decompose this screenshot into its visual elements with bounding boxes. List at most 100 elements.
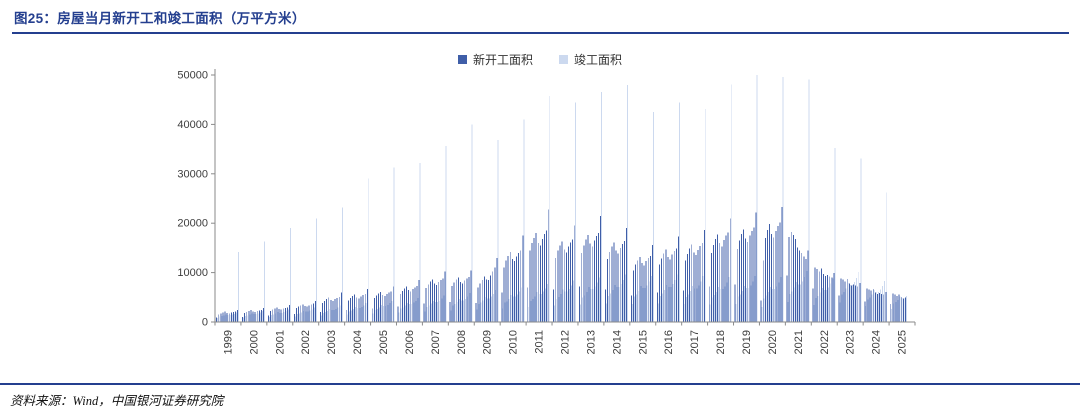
- bar-completion: [337, 307, 339, 322]
- bar-new-start: [371, 308, 373, 322]
- bar-new-start: [656, 292, 658, 322]
- bar-new-start: [825, 276, 827, 322]
- bar-completion: [795, 281, 797, 322]
- bar-completion: [424, 311, 426, 322]
- bar-completion: [685, 296, 687, 322]
- bar-new-start: [872, 288, 874, 322]
- bar-completion: [353, 309, 354, 322]
- bar-completion: [711, 297, 713, 322]
- bar-new-start: [818, 271, 820, 322]
- bar-completion: [821, 287, 823, 322]
- bar-new-start: [230, 312, 232, 322]
- bar-new-start: [366, 288, 368, 322]
- bar-new-start: [256, 311, 258, 322]
- bar-new-start: [734, 284, 736, 322]
- bar-completion: [882, 285, 884, 322]
- bar-completion: [325, 312, 326, 322]
- bar-new-start: [555, 257, 557, 322]
- bar-completion: [281, 313, 283, 322]
- bar-completion: [849, 284, 851, 322]
- bar-new-start: [879, 292, 880, 322]
- bar-completion: [620, 283, 622, 322]
- figure-title: 图25：房屋当月新开工和竣工面积（万平方米）: [14, 11, 306, 26]
- bar-completion: [327, 311, 329, 322]
- bar-completion: [443, 295, 445, 322]
- bar-completion: [299, 313, 301, 322]
- bar-completion: [856, 278, 858, 322]
- bar-completion: [767, 291, 769, 322]
- bar-completion: [713, 294, 715, 322]
- bar-new-start: [663, 253, 665, 322]
- bar-completion: [504, 302, 506, 322]
- bar-new-start: [347, 300, 349, 322]
- bar-completion: [601, 91, 603, 322]
- bar-new-start: [904, 297, 906, 322]
- bar-new-start: [667, 256, 669, 322]
- bar-completion: [554, 305, 556, 322]
- bar-new-start: [278, 309, 280, 322]
- bar-completion: [519, 291, 521, 322]
- y-tick-label: 40000: [177, 119, 208, 131]
- x-year-label: 2002: [300, 330, 312, 354]
- bar-new-start: [403, 288, 405, 322]
- bar-completion: [636, 294, 638, 322]
- bar-new-start: [641, 263, 643, 322]
- bar-new-start: [682, 290, 684, 322]
- bar-completion: [782, 76, 784, 322]
- bar-completion: [606, 303, 607, 322]
- bar-new-start: [364, 293, 366, 322]
- bar-new-start: [771, 234, 773, 322]
- bar-completion: [584, 295, 586, 322]
- bar-new-start: [548, 209, 550, 322]
- bar-new-start: [270, 311, 272, 322]
- bar-completion: [243, 317, 244, 322]
- bar-new-start: [743, 229, 745, 322]
- bar-completion: [750, 285, 752, 322]
- legend-label-new-starts: 新开工面积: [472, 53, 533, 67]
- bar-completion: [716, 291, 717, 322]
- bar-new-start: [652, 244, 653, 322]
- bar-new-start: [289, 305, 290, 322]
- bar-new-start: [833, 273, 835, 322]
- bar-new-start: [788, 237, 790, 322]
- bar-completion: [638, 290, 640, 322]
- bar-completion: [236, 312, 237, 322]
- bar-completion: [279, 313, 281, 322]
- bar-new-start: [717, 234, 719, 322]
- bar-completion: [432, 300, 434, 322]
- bar-new-start: [781, 206, 783, 322]
- bar-completion: [592, 288, 594, 322]
- bar-new-start: [533, 238, 535, 322]
- x-year-label: 2004: [352, 330, 364, 354]
- bar-new-start: [814, 267, 816, 322]
- bar-completion: [806, 271, 808, 322]
- bar-new-start: [675, 248, 677, 322]
- bar-new-start: [244, 313, 246, 322]
- bar-completion: [502, 308, 504, 322]
- bar-new-start: [233, 312, 234, 322]
- bar-new-start: [535, 233, 537, 322]
- bar-completion: [819, 292, 821, 322]
- bar-new-start: [378, 293, 379, 322]
- bar-new-start: [615, 250, 617, 322]
- bar-new-start: [340, 292, 342, 322]
- x-year-label: 2023: [845, 330, 857, 354]
- bar-completion: [670, 286, 672, 322]
- bar-completion: [381, 305, 383, 322]
- bar-new-start: [881, 293, 883, 322]
- x-year-label: 2012: [560, 330, 572, 354]
- bar-new-start: [764, 238, 766, 322]
- bar-new-start: [216, 317, 218, 322]
- bar-new-start: [883, 294, 885, 322]
- bar-completion: [895, 302, 897, 322]
- bar-completion: [545, 288, 546, 322]
- bar-new-start: [505, 260, 507, 322]
- bar-new-start: [330, 299, 332, 322]
- bar-new-start: [851, 285, 852, 322]
- bar-completion: [303, 311, 305, 322]
- bar-completion: [610, 293, 612, 322]
- bar-completion: [532, 298, 534, 322]
- bar-new-start: [531, 242, 533, 322]
- bar-completion: [897, 299, 899, 322]
- bar-completion: [257, 313, 259, 322]
